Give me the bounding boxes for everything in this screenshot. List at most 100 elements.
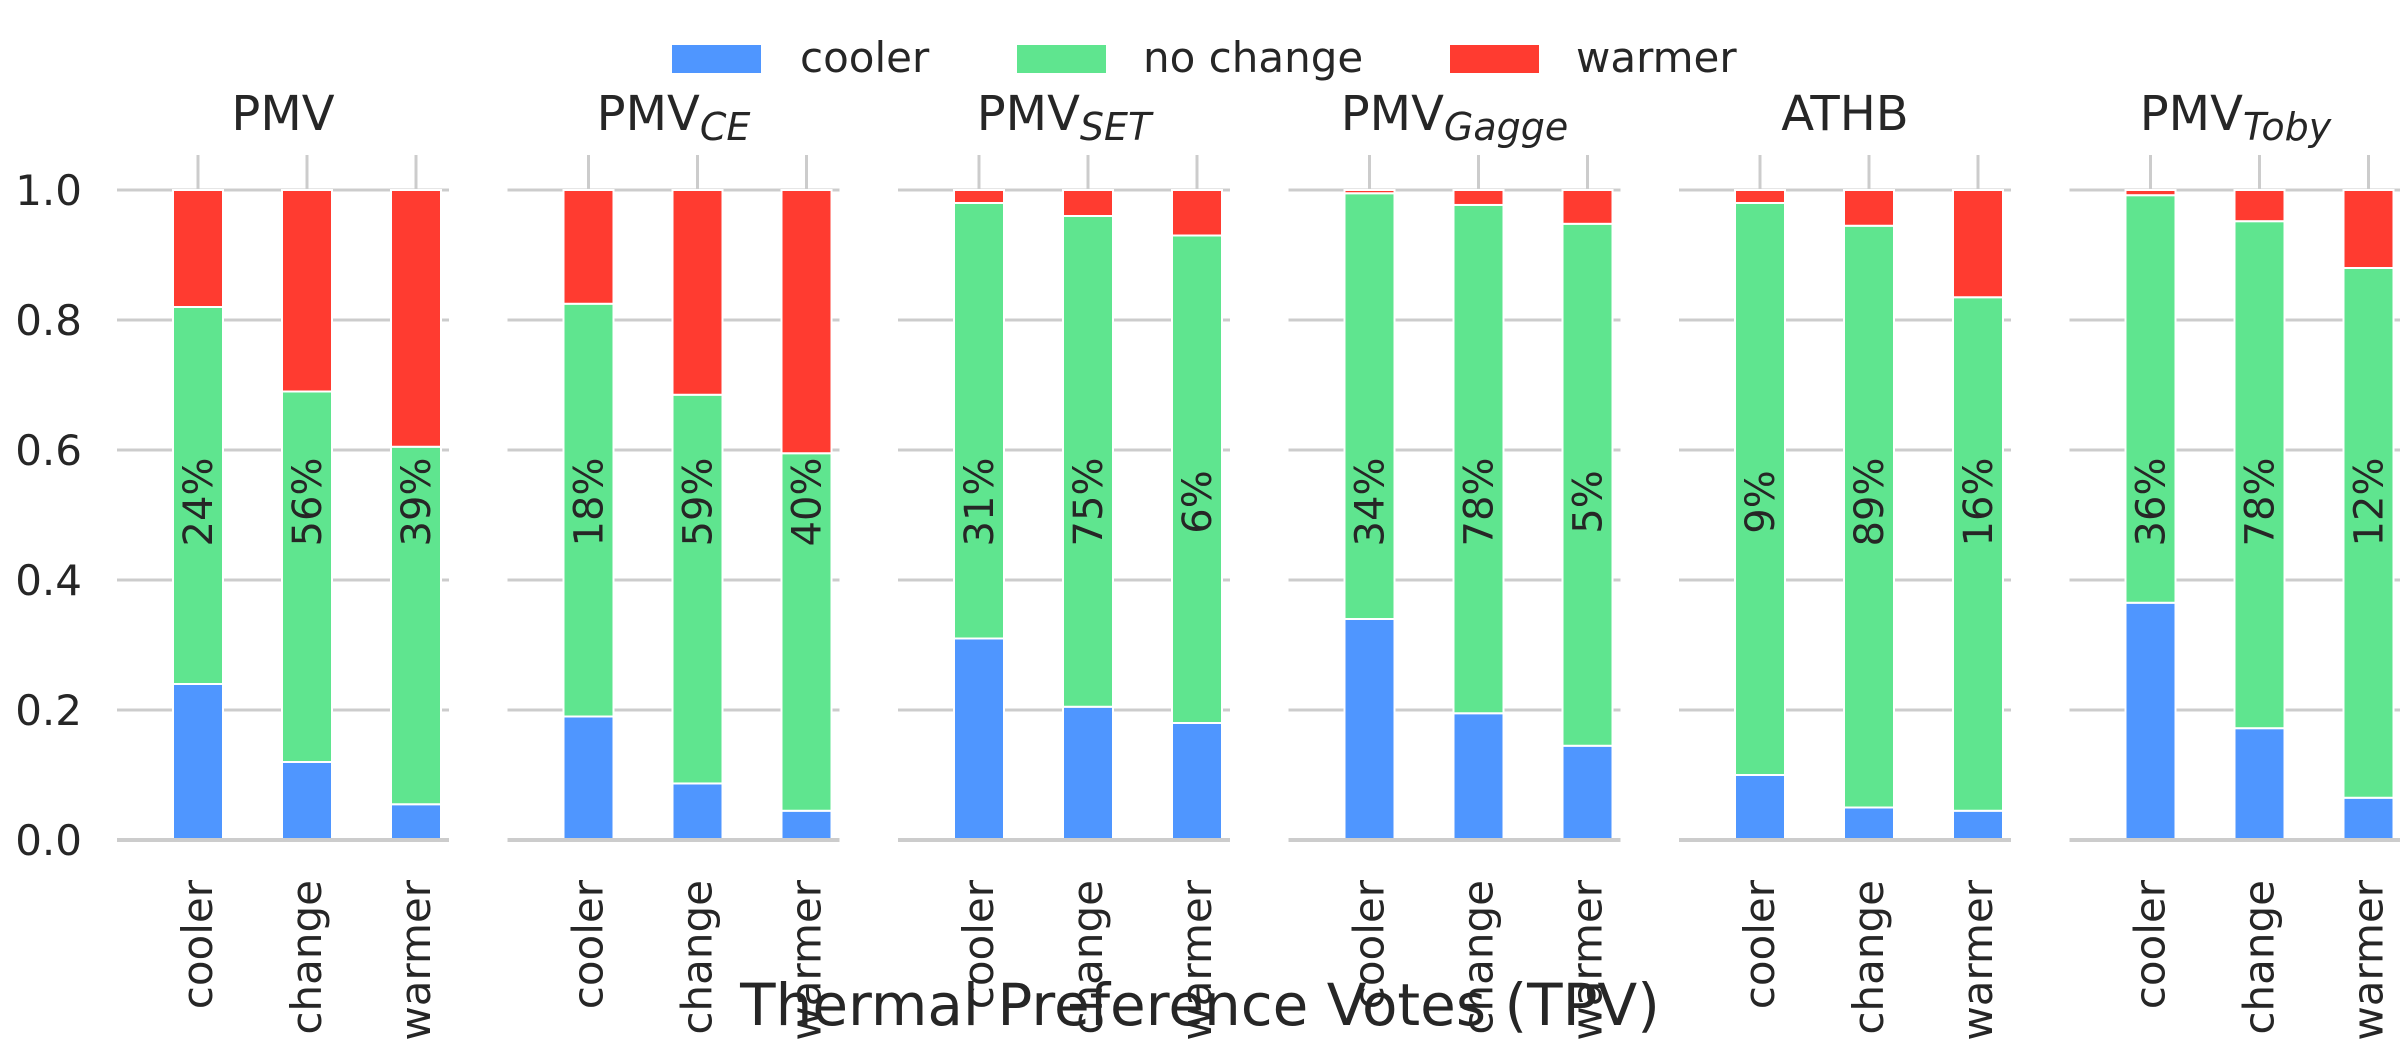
legend-swatch-no-change bbox=[1017, 45, 1106, 73]
panel-6: 36% 78% 12% PMVToby cooler no change warmer bbox=[2069, 86, 2400, 1050]
bar-percent-label: 39% bbox=[394, 458, 440, 547]
bar-percent-label: 31% bbox=[957, 458, 1003, 547]
x-tick-label: no change bbox=[1844, 880, 1893, 1050]
y-tick-label: 0.6 bbox=[15, 426, 82, 475]
bar-no-change bbox=[953, 202, 1005, 640]
bar-cooler bbox=[172, 683, 224, 841]
y-tick-label: 1.0 bbox=[15, 166, 82, 215]
bar-warmer bbox=[1343, 189, 1396, 195]
bar-warmer bbox=[1062, 189, 1114, 217]
bar-cooler bbox=[1171, 722, 1223, 841]
bar-percent-label: 89% bbox=[1847, 458, 1893, 547]
bar-cooler bbox=[2124, 601, 2177, 841]
x-tick-label: cooler bbox=[954, 879, 1003, 1009]
bar-percent-label: 18% bbox=[567, 458, 613, 547]
x-tick-label: warmer bbox=[782, 879, 831, 1040]
bar-no-change bbox=[671, 393, 724, 785]
bar-percent-label: 34% bbox=[1348, 458, 1394, 547]
panel-title: PMVCE bbox=[597, 86, 751, 149]
bar-warmer bbox=[1171, 189, 1223, 237]
bar-percent-label: 78% bbox=[2238, 458, 2284, 547]
y-tick-label: 0.0 bbox=[15, 816, 82, 865]
x-tick-label: warmer bbox=[391, 879, 440, 1040]
bar-cooler bbox=[2342, 796, 2395, 841]
bar-warmer bbox=[780, 189, 833, 455]
bar-no-change bbox=[2124, 194, 2177, 604]
bar-cooler bbox=[390, 803, 442, 841]
bar-warmer bbox=[1843, 189, 1895, 227]
bar-warmer bbox=[1952, 189, 2004, 299]
bar-no-change bbox=[1561, 222, 1614, 747]
bar-cooler bbox=[780, 809, 833, 841]
x-tick-label: no change bbox=[673, 880, 722, 1050]
bar-no-change bbox=[780, 452, 833, 812]
bar-percent-label: 40% bbox=[785, 458, 831, 547]
bar-no-change bbox=[390, 445, 442, 806]
bar-cooler bbox=[1062, 705, 1114, 841]
bar-percent-label: 59% bbox=[676, 458, 722, 547]
bar-percent-label: 5% bbox=[1566, 470, 1612, 533]
bar-no-change bbox=[1062, 215, 1114, 708]
panel-title: PMVSET bbox=[977, 86, 1154, 149]
bar-warmer bbox=[671, 189, 724, 396]
bar-warmer bbox=[281, 189, 333, 393]
bar-warmer bbox=[2342, 189, 2395, 269]
x-tick-label: warmer bbox=[2344, 879, 2393, 1040]
bar-percent-label: 78% bbox=[1457, 458, 1503, 547]
y-tick-label: 0.2 bbox=[15, 686, 82, 735]
bar-no-change bbox=[562, 302, 615, 718]
bar-percent-label: 24% bbox=[176, 458, 222, 547]
x-tick-label: warmer bbox=[1172, 879, 1221, 1040]
bar-no-change bbox=[1171, 234, 1223, 724]
x-tick-label: no change bbox=[2235, 880, 2284, 1050]
panel-2: 18% 59% 40% PMVCE cooler no change warmer bbox=[507, 86, 840, 1050]
x-tick-label: no change bbox=[1454, 880, 1503, 1050]
panel-title: PMV bbox=[231, 86, 334, 142]
bar-warmer bbox=[953, 189, 1005, 204]
x-tick-label: cooler bbox=[564, 879, 613, 1009]
bar-no-change bbox=[1343, 192, 1396, 620]
bar-no-change bbox=[1734, 202, 1786, 776]
x-tick-label: no change bbox=[282, 880, 331, 1050]
bar-warmer bbox=[1452, 189, 1505, 206]
bar-cooler bbox=[1343, 618, 1396, 841]
bar-percent-label: 12% bbox=[2347, 458, 2393, 547]
legend-label-cooler: cooler bbox=[800, 33, 930, 82]
legend-swatch-warmer bbox=[1450, 45, 1539, 73]
x-tick-label: cooler bbox=[1345, 879, 1394, 1009]
bar-cooler bbox=[1561, 744, 1614, 841]
panel-title: PMVToby bbox=[2140, 86, 2332, 149]
x-tick-label: warmer bbox=[1953, 879, 2002, 1040]
bar-percent-label: 56% bbox=[285, 458, 331, 547]
bar-no-change bbox=[1952, 296, 2004, 812]
bar-warmer bbox=[2124, 189, 2177, 197]
y-tick-label: 0.8 bbox=[15, 296, 82, 345]
bar-percent-label: 16% bbox=[1956, 458, 2002, 547]
x-axis-label: Thermal Preference Votes (TPV) bbox=[739, 971, 1660, 1039]
bar-percent-label: 6% bbox=[1175, 470, 1221, 533]
legend-label-no-change: no change bbox=[1143, 33, 1363, 82]
x-tick-label: cooler bbox=[173, 879, 222, 1009]
bar-cooler bbox=[953, 637, 1005, 841]
bar-percent-label: 9% bbox=[1738, 470, 1784, 533]
bar-percent-label: 75% bbox=[1066, 458, 1112, 547]
bar-warmer bbox=[2233, 189, 2286, 223]
legend-label-warmer: warmer bbox=[1576, 33, 1737, 82]
x-tick-label: cooler bbox=[2126, 879, 2175, 1009]
bar-no-change bbox=[172, 306, 224, 685]
y-tick-label: 0.4 bbox=[15, 556, 82, 605]
bar-percent-label: 36% bbox=[2129, 458, 2175, 547]
bar-no-change bbox=[281, 390, 333, 763]
x-tick-label: warmer bbox=[1563, 879, 1612, 1040]
bar-cooler bbox=[1843, 806, 1895, 841]
panel-title: ATHB bbox=[1781, 86, 1908, 142]
bar-cooler bbox=[671, 782, 724, 842]
legend: cooler no change warmer bbox=[672, 33, 1737, 82]
bar-warmer bbox=[562, 189, 615, 305]
panels: 24% 56% 39% PMV cooler no change warmer 18% 59% 4… bbox=[117, 86, 2400, 1050]
bar-warmer bbox=[390, 189, 442, 448]
bar-cooler bbox=[1452, 712, 1505, 841]
x-tick-label: no change bbox=[1063, 880, 1112, 1050]
bar-warmer bbox=[1734, 189, 1786, 204]
